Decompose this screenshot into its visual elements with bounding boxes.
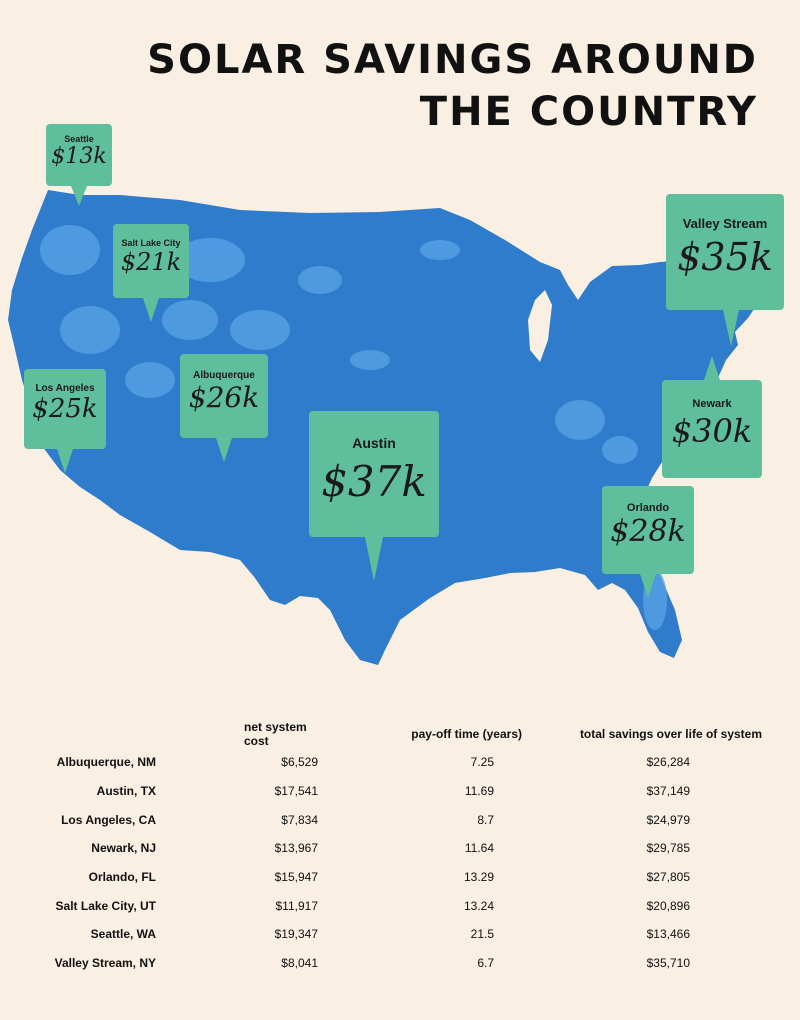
- table-row: Los Angeles, CA $7,834 8.7 $24,979: [0, 805, 800, 834]
- callout-amount: $28k: [610, 514, 686, 549]
- callout-austin: Austin $37k: [309, 411, 439, 581]
- row-city: Orlando, FL: [88, 870, 156, 885]
- row-total-savings: $29,785: [646, 841, 690, 856]
- row-city: Albuquerque, NM: [56, 755, 156, 770]
- row-total-savings: $13,466: [646, 927, 690, 942]
- table-row: Albuquerque, NM $6,529 7.25 $26,284: [0, 748, 800, 777]
- row-pay-off-time: 21.5: [470, 927, 494, 942]
- callout-city: Seattle: [64, 134, 94, 144]
- callout-pointer: [143, 298, 159, 322]
- row-net-system-cost: $17,541: [274, 784, 318, 799]
- callout-pointer: [71, 186, 87, 206]
- row-net-system-cost: $6,529: [281, 755, 318, 770]
- table-header-row: net system cost pay-off time (years) tot…: [0, 720, 800, 748]
- table-row: Orlando, FL $15,947 13.29 $27,805: [0, 863, 800, 892]
- table-row: Austin, TX $17,541 11.69 $37,149: [0, 777, 800, 806]
- callout-pointer: [57, 449, 73, 473]
- row-pay-off-time: 6.7: [477, 956, 494, 971]
- row-pay-off-time: 7.25: [470, 755, 494, 770]
- title-line-1: SOLAR SAVINGS AROUND: [147, 37, 758, 83]
- callout-los-angeles: Los Angeles $25k: [24, 369, 106, 473]
- callout-salt-lake-city: Salt Lake City $21k: [113, 224, 189, 322]
- column-header-net-system-cost: net system cost: [244, 720, 307, 748]
- callout-pointer: [216, 438, 232, 462]
- row-pay-off-time: 8.7: [477, 812, 494, 827]
- row-pay-off-time: 13.29: [463, 870, 494, 885]
- column-header: [0, 720, 156, 748]
- us-map: [8, 190, 772, 665]
- great-lakes-michigan: [528, 290, 552, 362]
- row-total-savings: $24,979: [646, 812, 690, 827]
- row-city: Los Angeles, CA: [61, 812, 156, 827]
- callout-city: Los Angeles: [35, 383, 95, 394]
- callout-pointer: [640, 574, 656, 598]
- callout-pointer: [722, 310, 739, 346]
- row-city: Newark, NJ: [91, 841, 156, 856]
- row-total-savings: $27,805: [646, 870, 690, 885]
- callout-amount: $25k: [32, 394, 98, 424]
- callout-pointer: [365, 537, 383, 581]
- row-pay-off-time: 11.64: [464, 841, 494, 856]
- row-total-savings: $35,710: [646, 956, 690, 971]
- table-row: Salt Lake City, UT $11,917 13.24 $20,896: [0, 891, 800, 920]
- callout-newark: Newark $30k: [662, 356, 762, 478]
- table-row: Newark, NJ $13,967 11.64 $29,785: [0, 834, 800, 863]
- row-city: Valley Stream, NY: [54, 956, 156, 971]
- row-city: Austin, TX: [96, 784, 156, 799]
- callout-valley-stream: Valley Stream $35k: [666, 194, 784, 346]
- callout-amount: $21k: [120, 248, 182, 276]
- callout-city: Austin: [352, 435, 396, 451]
- callout-amount: $35k: [677, 235, 773, 279]
- row-net-system-cost: $15,947: [274, 870, 318, 885]
- callout-amount: $26k: [188, 381, 260, 414]
- row-city: Seattle, WA: [90, 927, 156, 942]
- row-city: Salt Lake City, UT: [55, 898, 156, 913]
- callout-city: Orlando: [626, 502, 670, 514]
- savings-table: net system cost pay-off time (years) tot…: [0, 720, 800, 978]
- row-net-system-cost: $8,041: [281, 956, 318, 971]
- column-header-total-savings: total savings over life of system: [579, 727, 762, 741]
- callout-albuquerque: Albuquerque $26k: [180, 354, 268, 462]
- callout-city: Salt Lake City: [121, 238, 181, 248]
- callout-pointer: [704, 356, 720, 380]
- callout-city: Albuquerque: [193, 370, 255, 381]
- callout-orlando: Orlando $28k: [602, 486, 694, 598]
- row-pay-off-time: 13.24: [463, 898, 494, 913]
- callout-amount: $30k: [671, 412, 753, 450]
- row-net-system-cost: $11,917: [275, 898, 319, 913]
- column-header-pay-off-time: pay-off time (years): [411, 727, 522, 741]
- title-line-2: THE COUNTRY: [419, 89, 758, 135]
- table-row: Seattle, WA $19,347 21.5 $13,466: [0, 920, 800, 949]
- row-net-system-cost: $13,967: [274, 841, 318, 856]
- callout-city: Valley Stream: [682, 216, 768, 231]
- row-total-savings: $26,284: [646, 755, 690, 770]
- page-title: SOLAR SAVINGS AROUND THE COUNTRY: [147, 34, 758, 138]
- row-net-system-cost: $19,347: [274, 927, 318, 942]
- callout-amount: $13k: [51, 144, 107, 169]
- row-net-system-cost: $7,834: [281, 812, 318, 827]
- callout-city: Newark: [692, 398, 732, 410]
- table-row: Valley Stream, NY $8,041 6.7 $35,710: [0, 949, 800, 978]
- row-total-savings: $20,896: [646, 898, 690, 913]
- row-pay-off-time: 11.69: [464, 784, 494, 799]
- row-total-savings: $37,149: [646, 784, 690, 799]
- callout-amount: $37k: [321, 457, 427, 506]
- callout-seattle: Seattle $13k: [46, 124, 112, 206]
